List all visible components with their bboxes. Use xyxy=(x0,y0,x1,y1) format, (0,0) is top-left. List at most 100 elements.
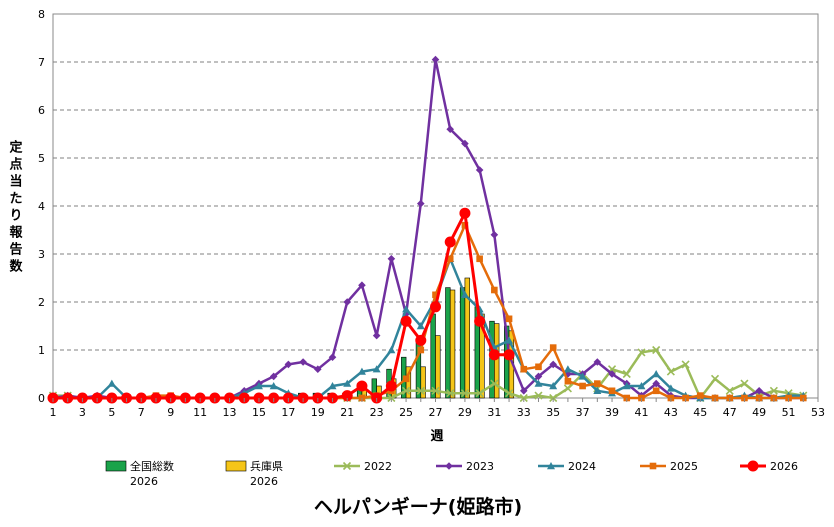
legend: 全国総数 2026 兵庫県 2026 2022 2023 2024 2025 2026 xyxy=(105,459,798,488)
legend-label-year: 2026 xyxy=(130,475,158,488)
point-2024-week-40 xyxy=(622,382,631,390)
point-2026-week-32 xyxy=(503,349,515,361)
point-2022-week-30 xyxy=(475,389,484,398)
point-2026-week-29 xyxy=(459,207,471,219)
marker-stroke xyxy=(416,386,425,395)
point-2023-week-21 xyxy=(343,298,352,306)
marker-stroke xyxy=(563,384,572,393)
x-tick-label: 15 xyxy=(252,406,266,419)
legend-marker-2023 xyxy=(445,462,453,470)
point-2023-week-18 xyxy=(299,358,307,366)
x-tick-label: 47 xyxy=(723,406,737,419)
point-2026-week-21 xyxy=(341,390,353,402)
x-tick-label: 13 xyxy=(223,406,237,419)
x-tick-label: 5 xyxy=(108,406,115,419)
point-2024-week-26 xyxy=(416,322,425,330)
x-tick-label: 49 xyxy=(752,406,766,419)
x-tick-label: 19 xyxy=(311,406,325,419)
point-2022-week-40 xyxy=(622,369,631,379)
legend-marker-2026 xyxy=(747,460,759,472)
point-2024-week-42 xyxy=(652,370,661,378)
point-2025-week-35 xyxy=(549,344,557,351)
x-tick-label: 27 xyxy=(429,406,443,419)
point-2025-week-26 xyxy=(417,346,425,354)
point-2024-week-15 xyxy=(254,382,263,390)
marker-stroke xyxy=(446,389,455,398)
point-2025-week-31 xyxy=(491,286,498,294)
point-2026-week-30 xyxy=(474,315,486,327)
x-tick-label: 51 xyxy=(782,406,796,419)
legend-label: 2026 xyxy=(770,460,798,473)
legend-label-year: 2026 xyxy=(250,475,278,488)
point-2026-week-28 xyxy=(444,236,456,248)
legend-label: 2022 xyxy=(364,460,392,473)
y-tick-label: 2 xyxy=(38,296,45,309)
marker-stroke xyxy=(342,461,352,471)
point-2022-week-50 xyxy=(769,386,778,395)
legend-marker-2022 xyxy=(342,461,352,471)
point-2022-week-26 xyxy=(416,386,425,395)
point-2023-week-33 xyxy=(519,387,528,395)
y-tick-label: 4 xyxy=(38,200,45,213)
bar-兵庫県-week-25 xyxy=(405,366,412,399)
point-2023-week-19 xyxy=(314,365,322,373)
x-tick-label: 7 xyxy=(138,406,145,419)
marker-stroke xyxy=(666,367,675,376)
x-tick-label: 41 xyxy=(634,406,648,419)
point-2023-week-17 xyxy=(284,360,293,369)
y-tick-label: 0 xyxy=(38,392,45,405)
point-2023-week-16 xyxy=(269,372,278,381)
x-tick-label: 11 xyxy=(193,406,207,419)
y-tick-label: 7 xyxy=(38,56,45,69)
point-2024-week-22 xyxy=(357,367,366,375)
point-2023-week-27 xyxy=(431,55,440,64)
legend-swatch-全国総数 xyxy=(105,460,127,472)
point-2022-week-43 xyxy=(666,367,675,376)
point-2025-week-38 xyxy=(594,380,601,387)
point-2023-week-30 xyxy=(475,166,484,174)
marker-stroke xyxy=(622,369,631,379)
point-2025-week-45 xyxy=(697,392,704,399)
x-axis-label: 週 xyxy=(430,429,443,444)
point-2024-week-25 xyxy=(402,305,411,313)
point-2024-week-5 xyxy=(107,379,116,387)
bar-兵庫県-week-29 xyxy=(464,277,470,399)
point-2024-week-32 xyxy=(505,336,514,344)
marker-stroke xyxy=(740,379,749,388)
marker-stroke xyxy=(504,389,514,398)
x-tick-label: 21 xyxy=(340,406,354,419)
x-tick-label: 53 xyxy=(811,406,825,419)
point-2024-week-37 xyxy=(578,372,587,380)
x-tick-label: 37 xyxy=(576,406,590,419)
x-tick-label: 9 xyxy=(167,406,174,419)
point-2022-week-31 xyxy=(490,379,499,388)
point-2025-week-27 xyxy=(432,291,439,299)
marker-stroke xyxy=(710,374,720,383)
marker-stroke xyxy=(475,389,484,398)
x-tick-label: 3 xyxy=(79,406,86,419)
point-2022-week-27 xyxy=(431,386,440,395)
point-2022-week-46 xyxy=(710,374,720,383)
point-2025-week-37 xyxy=(579,382,586,390)
point-2024-week-36 xyxy=(563,365,572,373)
marker-stroke xyxy=(402,386,411,395)
point-2023-week-29 xyxy=(461,139,469,148)
bar-兵庫県-week-27 xyxy=(435,335,441,399)
point-2024-week-23 xyxy=(372,365,381,373)
chart-title: ヘルパンギーナ(姫路市) xyxy=(314,495,522,518)
point-2022-week-36 xyxy=(563,384,572,393)
x-tick-label: 33 xyxy=(517,406,531,419)
bar-兵庫県-week-28 xyxy=(449,289,456,399)
bar-兵庫県-week-26 xyxy=(420,366,426,399)
bar-全国総数-week-27 xyxy=(430,313,436,399)
x-tick-label: 23 xyxy=(370,406,384,419)
marker-stroke xyxy=(637,348,646,357)
y-tick-label: 3 xyxy=(38,248,45,261)
point-2022-week-41 xyxy=(637,348,646,357)
bar-全国総数-week-29 xyxy=(459,287,466,399)
point-2025-week-33 xyxy=(520,365,528,373)
point-2026-week-22 xyxy=(356,380,368,392)
x-tick-label: 31 xyxy=(487,406,501,419)
